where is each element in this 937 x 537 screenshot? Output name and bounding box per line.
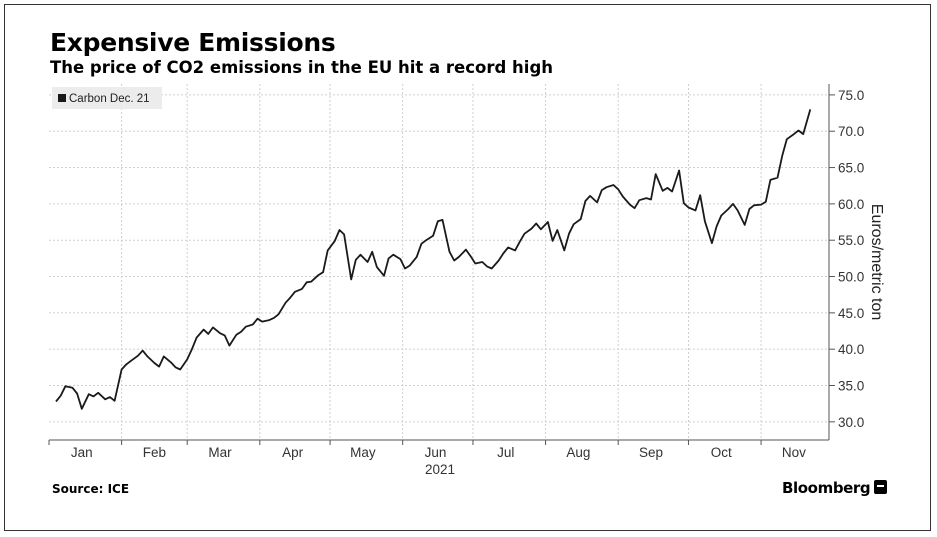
series-layer — [55, 109, 812, 410]
grid-lines — [49, 84, 829, 440]
x-tick-label: Jun — [425, 445, 447, 460]
y-tick-label: 70.0 — [838, 124, 864, 139]
chart-subtitle: The price of CO2 emissions in the EU hit… — [50, 58, 554, 77]
x-tick-label: Apr — [282, 445, 304, 460]
x-tick-label: Aug — [566, 445, 590, 460]
x-axis-year-label: 2021 — [425, 462, 455, 477]
y-tick-label: 50.0 — [838, 270, 864, 285]
y-tick-label: 55.0 — [838, 233, 864, 248]
y-tick-label: 40.0 — [838, 342, 864, 357]
chart-title: Expensive Emissions — [50, 28, 336, 57]
legend-swatch — [58, 94, 66, 102]
x-tick-label: Feb — [143, 445, 166, 460]
x-axis: Jan Feb Mar Apr May Jun Jul Aug Sep Oct Nov — [48, 439, 829, 460]
y-tick-label: 35.0 — [838, 379, 864, 394]
y-tick-label: 30.0 — [838, 415, 864, 430]
y-tick-label: 60.0 — [838, 197, 864, 212]
y-tick-label: 65.0 — [838, 161, 864, 176]
legend: Carbon Dec. 21 — [52, 87, 162, 109]
legend-background — [52, 87, 162, 109]
x-tick-label: Mar — [208, 445, 232, 460]
legend-label: Carbon Dec. 21 — [69, 93, 150, 105]
x-tick-label: Jul — [497, 445, 514, 460]
source-note: Source: ICE — [52, 482, 130, 496]
x-tick-label: Sep — [639, 445, 663, 460]
bloomberg-icon — [874, 480, 887, 494]
chart-frame — [4, 4, 931, 531]
y-tick-label: 45.0 — [838, 306, 864, 321]
x-tick-label: May — [350, 445, 376, 460]
x-tick-label: Oct — [711, 445, 732, 460]
series-line — [55, 109, 812, 410]
y-axis-label: Euros/metric ton — [868, 204, 885, 320]
bloomberg-logo: Bloomberg — [782, 479, 871, 497]
y-axis: 30.0 35.0 40.0 45.0 50.0 55.0 60.0 65.0 70.0 75.0 — [828, 84, 864, 440]
x-tick-label: Jan — [71, 445, 93, 460]
x-tick-label: Nov — [782, 445, 806, 460]
y-tick-label: 75.0 — [838, 88, 864, 103]
